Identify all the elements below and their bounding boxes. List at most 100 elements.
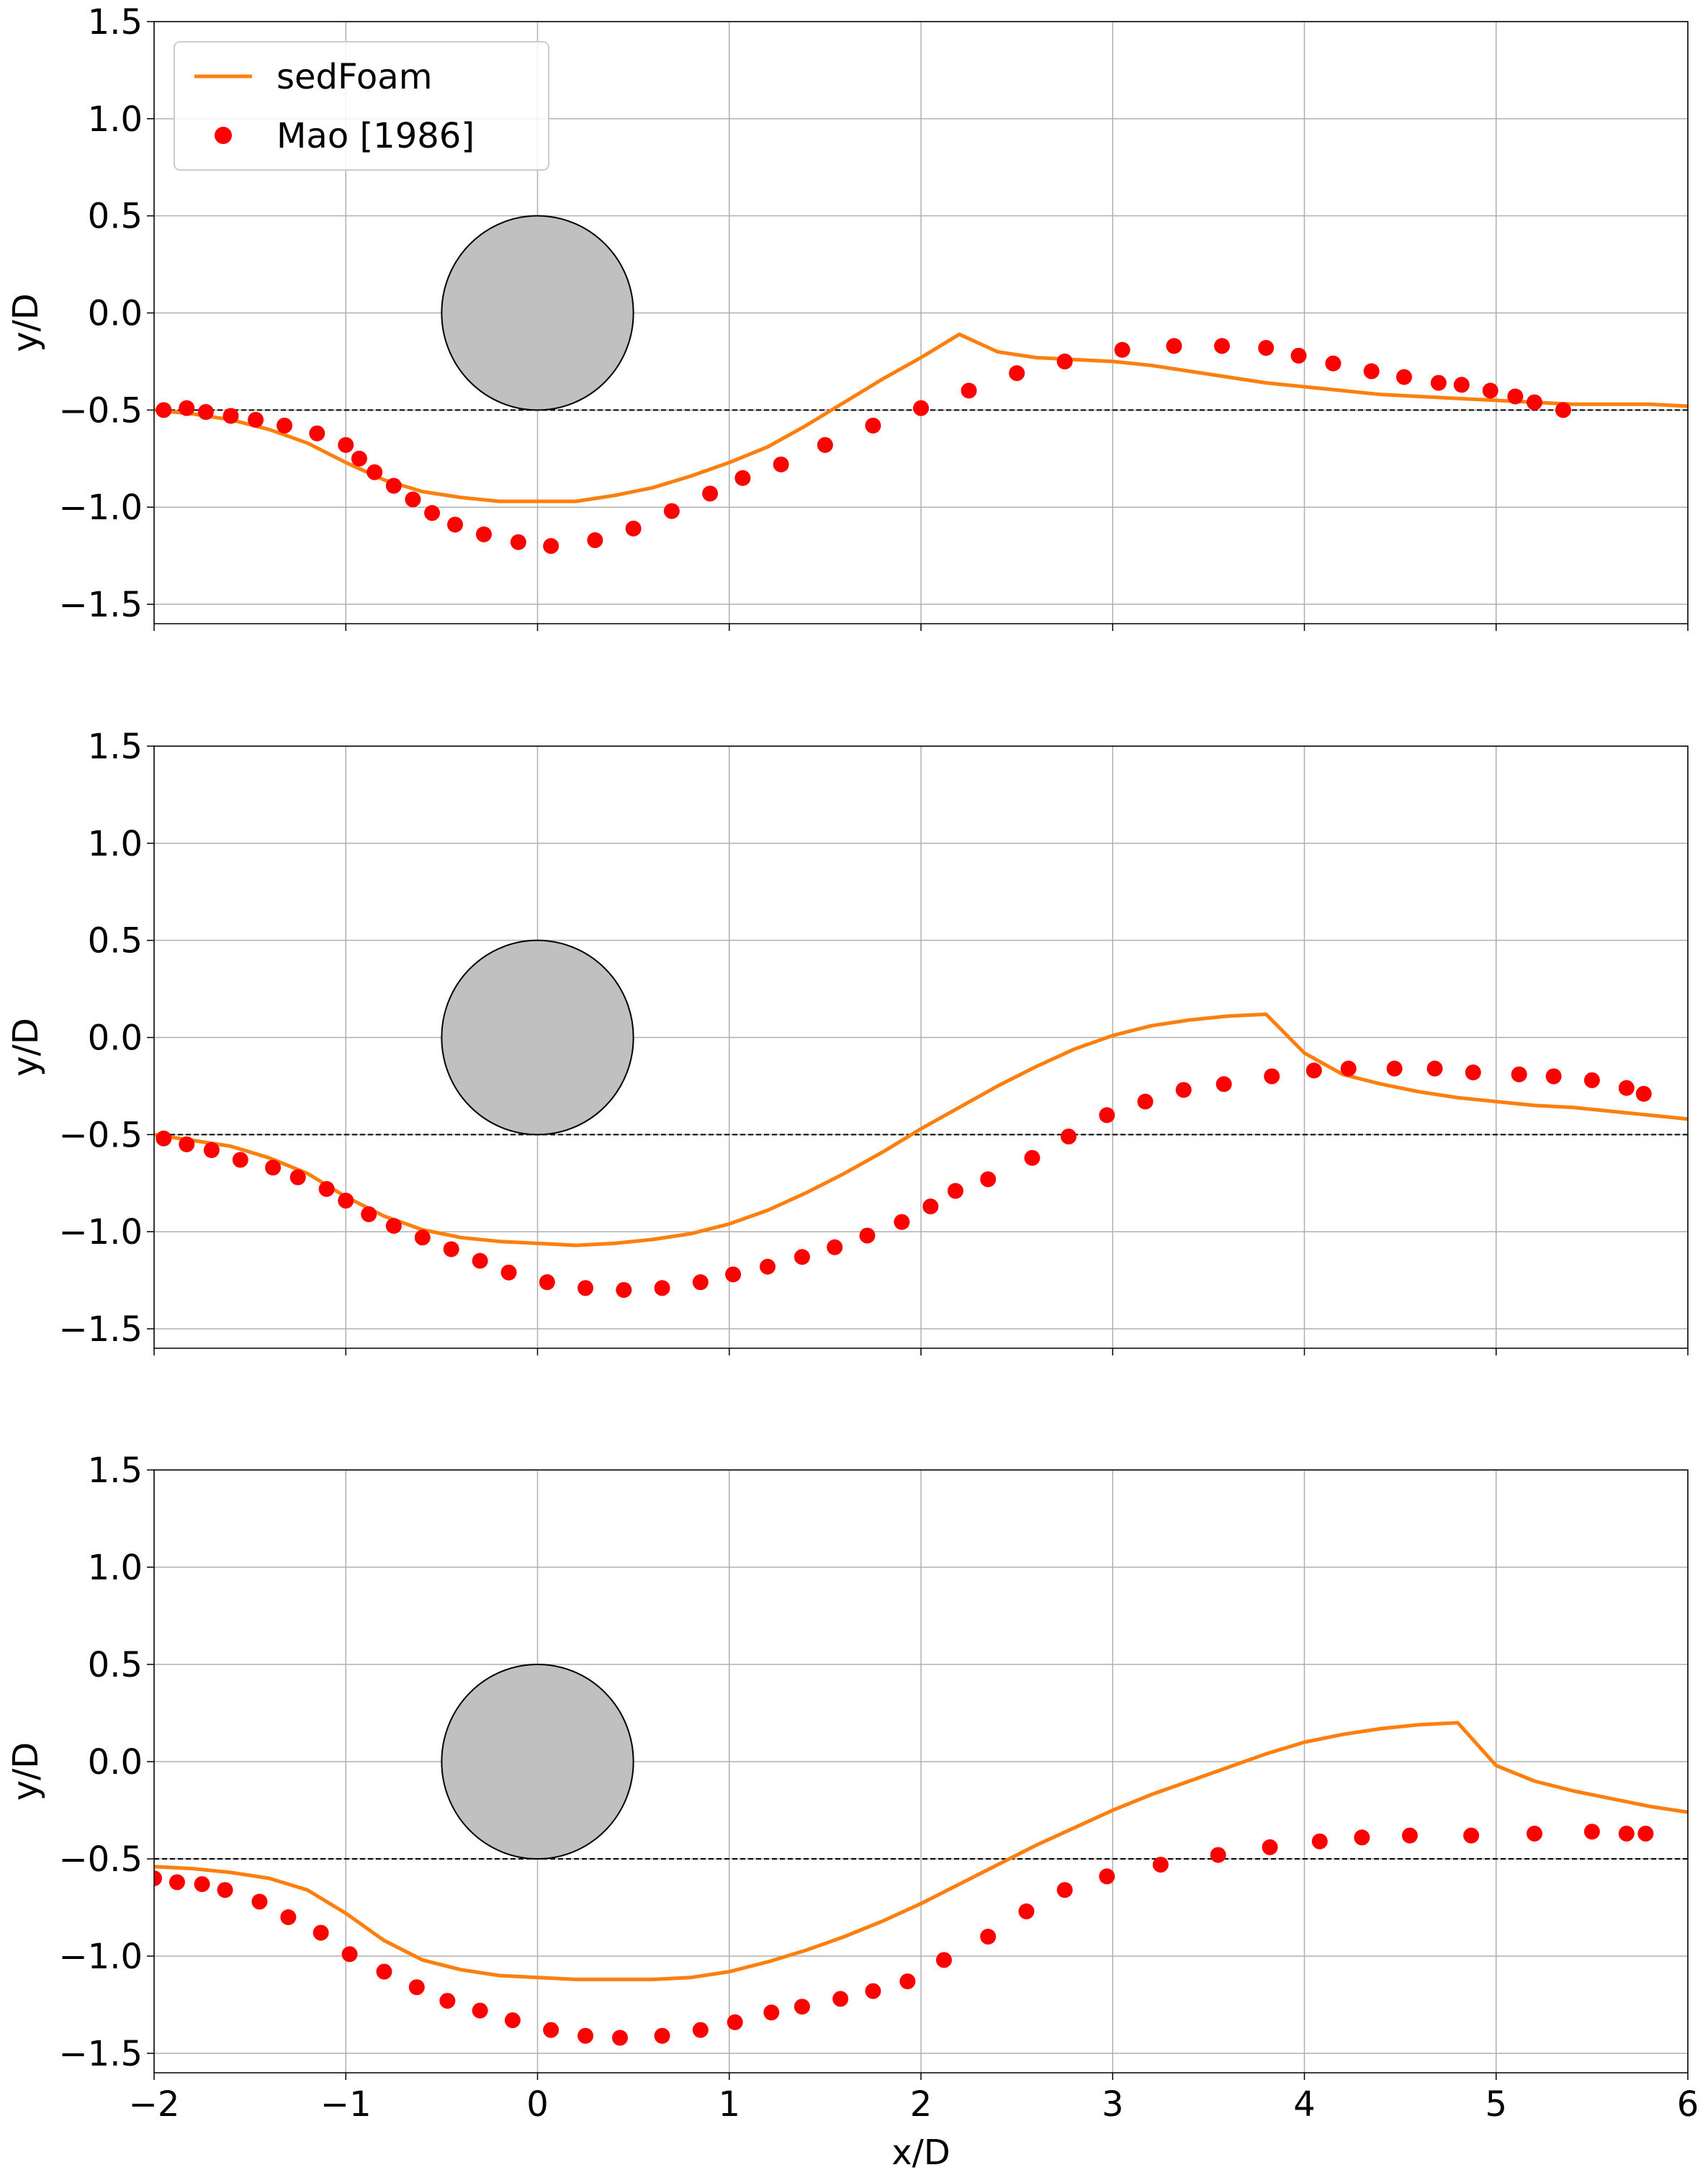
mao-point [773, 456, 789, 472]
mao-point [1056, 353, 1073, 369]
mao-point [472, 2002, 488, 2019]
mao-point [539, 1274, 555, 1291]
mao-point [500, 1264, 517, 1281]
mao-point [385, 478, 402, 494]
mao-point [1137, 1093, 1154, 1110]
mao-point [447, 516, 464, 533]
mao-point [376, 1963, 392, 1980]
mao-point [439, 1993, 456, 2009]
mao-point [817, 436, 833, 453]
mao-point [654, 2027, 670, 2044]
mao-point [832, 1991, 849, 2007]
y-tick-label: −1.0 [58, 488, 143, 528]
mao-point [309, 425, 325, 441]
mao-point [1426, 1060, 1443, 1077]
mao-point [405, 491, 421, 508]
mao-point [859, 1227, 876, 1244]
mao-point [577, 2027, 594, 2044]
mao-point [865, 1983, 881, 1999]
mao-point [1395, 369, 1412, 385]
mao-point [692, 1274, 709, 1291]
mao-point [1618, 1080, 1635, 1096]
mao-point [424, 505, 441, 521]
mao-point [1099, 1107, 1115, 1124]
mao-point [1305, 1062, 1322, 1079]
y-tick-label: 0.5 [88, 197, 143, 237]
mao-point [663, 503, 680, 519]
x-tick-label: −1 [320, 2084, 372, 2125]
mao-point [961, 382, 977, 399]
legend-label: sedFoam [277, 57, 432, 97]
mao-point [980, 1171, 997, 1188]
mao-point [156, 1130, 172, 1147]
mao-point [611, 2030, 628, 2046]
y-tick-label: 1.5 [88, 2, 143, 42]
mao-point [899, 1973, 916, 1990]
mao-point [1635, 1085, 1652, 1102]
mao-point [510, 534, 526, 550]
mao-point [472, 1252, 488, 1269]
mao-point [794, 1249, 810, 1265]
x-tick-label: 0 [526, 2084, 549, 2125]
mao-point [625, 520, 642, 537]
sedfoam-line [154, 332, 1688, 503]
mao-point [763, 2004, 780, 2021]
mao-point [1545, 1068, 1562, 1085]
y-axis-label: y/D [6, 1742, 46, 1801]
mao-point [1258, 340, 1275, 357]
y-tick-label: 0.0 [88, 294, 143, 334]
y-tick-label: 1.5 [88, 727, 143, 767]
cylinder [441, 215, 634, 411]
mao-point [1325, 355, 1341, 372]
y-tick-label: 0.5 [88, 1645, 143, 1685]
mao-point [443, 1241, 459, 1257]
mao-point [265, 1160, 282, 1176]
mao-point [543, 538, 559, 555]
mao-point [1527, 394, 1542, 411]
mao-point [1363, 363, 1380, 380]
mao-point [156, 402, 172, 418]
cylinder [441, 1664, 634, 1860]
sedfoam-line [154, 1012, 1688, 1247]
mao-point [1511, 1066, 1527, 1082]
mao-point [1262, 1839, 1278, 1855]
y-tick-label: 0.5 [88, 921, 143, 961]
mao-point [692, 2022, 709, 2038]
mao-point [289, 1169, 306, 1185]
mao-point [894, 1214, 910, 1230]
mao-point [1024, 1149, 1040, 1166]
mao-point [179, 400, 195, 416]
mao-point [827, 1239, 843, 1255]
mao-point [1453, 377, 1470, 393]
mao-point [1214, 338, 1231, 354]
mao-point [168, 1874, 185, 1891]
mao-point [1482, 382, 1498, 399]
sedfoam-line [154, 1721, 1688, 1981]
mao-point [251, 1893, 268, 1910]
mao-point [702, 485, 719, 502]
plot-area [154, 939, 1688, 1299]
plot-area [154, 1664, 1688, 2046]
mao-point [1018, 1903, 1035, 1919]
mao-point [922, 1198, 939, 1215]
plot-area [154, 215, 1688, 555]
mao-point [341, 1946, 358, 1963]
mao-point [232, 1152, 248, 1168]
mao-point [1061, 1129, 1077, 1145]
mao-point [1555, 402, 1571, 418]
legend-label: Mao [1986] [277, 116, 475, 156]
y-tick-label: −1.5 [58, 2034, 143, 2074]
mao-point [1009, 365, 1025, 382]
mao-point [475, 526, 492, 542]
panels: −1.5 −1.0 −0.5 0.0 0.5 1.0 1.5 y/D sedFoam Mao [1… [6, 2, 1699, 2125]
cylinder [441, 939, 634, 1136]
mao-point [385, 1218, 402, 1234]
mao-point [194, 1876, 210, 1893]
x-tick-label: 3 [1102, 2084, 1124, 2125]
x-tick-label: −2 [129, 2084, 180, 2125]
y-tick-label: −0.5 [58, 1115, 143, 1155]
y-tick-label: 0.0 [88, 1018, 143, 1059]
mao-point [367, 464, 383, 480]
mao-point [1311, 1833, 1328, 1850]
mao-point [587, 532, 603, 549]
